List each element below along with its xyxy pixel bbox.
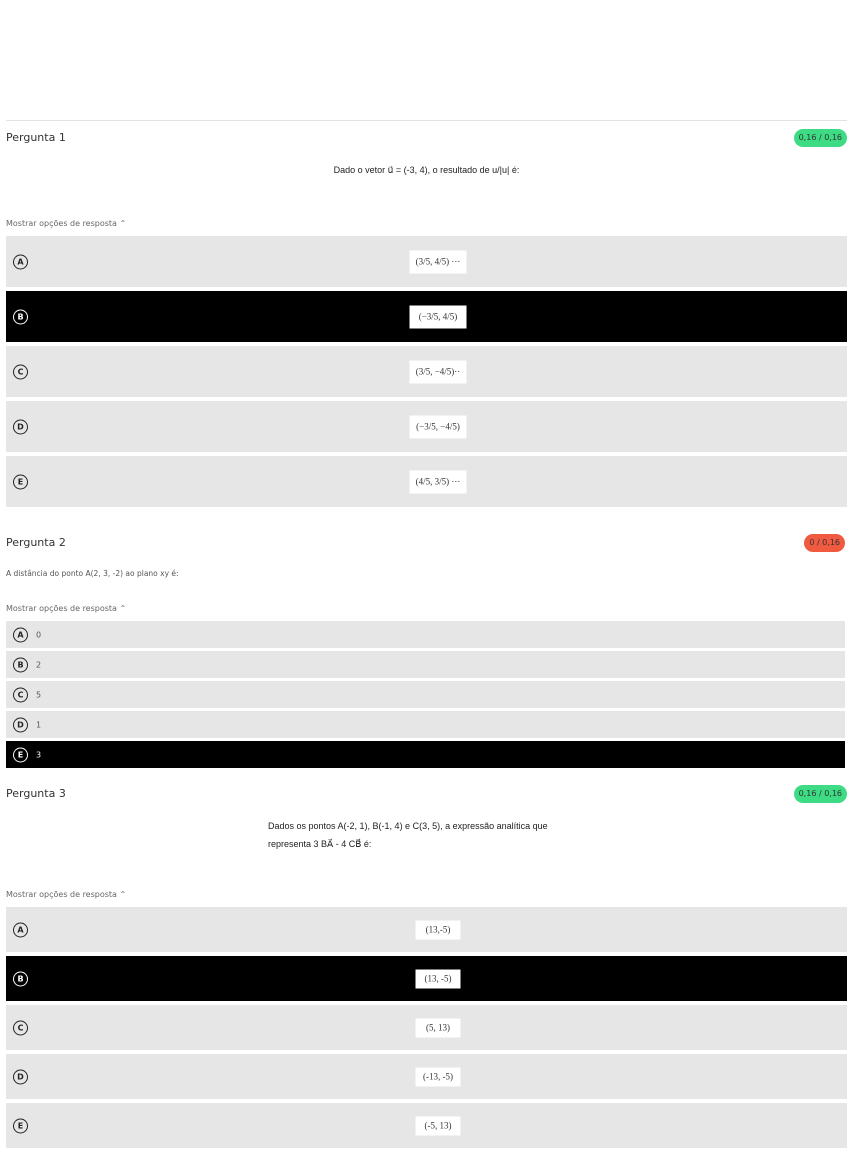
divider (6, 120, 847, 121)
show-options-toggle[interactable]: Mostrar opções de resposta ⌃ (6, 890, 127, 899)
question-text-line2: representa 3 BA⃗ - 4 CB⃗ é: (268, 839, 372, 849)
question-1: Pergunta 1 0,16 / 0,16 Dado o vetor u⃗ =… (6, 128, 847, 513)
answer-option-a[interactable]: A (3/5, 4/5) ··· (6, 236, 847, 287)
option-text: (−3/5, −4/5) (409, 415, 467, 438)
option-text: (−3/5, 4/5) (409, 305, 467, 328)
option-text: (-5, 13) (415, 1116, 461, 1135)
option-text: (13, -5) (415, 969, 461, 988)
show-options-toggle[interactable]: Mostrar opções de resposta ⌃ (6, 604, 127, 613)
show-options-toggle[interactable]: Mostrar opções de resposta ⌃ (6, 219, 127, 228)
option-text: (13,-5) (415, 920, 461, 939)
answer-option-e[interactable]: E (4/5, 3/5) ··· (6, 456, 847, 507)
question-text: Dados os pontos A(-2, 1), B(-1, 4) e C(3… (268, 821, 548, 831)
answer-options: A (13,-5) B (13, -5) C (5, 13) D (-13, -5) E (-5,… (6, 907, 847, 1152)
option-letter-badge: C (13, 687, 28, 702)
option-text: (5, 13) (415, 1018, 461, 1037)
option-text: 5 (36, 690, 42, 699)
option-text: (4/5, 3/5) ··· (409, 470, 467, 493)
answer-option-d[interactable]: D (-13, -5) (6, 1054, 847, 1099)
answer-option-c[interactable]: C (3/5, −4/5)·· (6, 346, 847, 397)
answer-option-c[interactable]: C (5, 13) (6, 1005, 847, 1050)
question-title: Pergunta 3 (6, 787, 66, 800)
option-text: (-13, -5) (415, 1067, 461, 1086)
question-title: Pergunta 2 (6, 536, 66, 549)
option-letter-badge: A (13, 627, 28, 642)
option-text: 2 (36, 660, 42, 669)
option-letter-badge: C (13, 1020, 28, 1035)
option-letter-badge: E (13, 1118, 28, 1133)
answer-option-d[interactable]: D (−3/5, −4/5) (6, 401, 847, 452)
option-letter-badge: D (13, 419, 28, 434)
option-text: 1 (36, 720, 42, 729)
option-text: 3 (36, 750, 42, 759)
score-badge: 0,16 / 0,16 (793, 129, 847, 147)
question-3: Pergunta 3 0,16 / 0,16 Dados os pontos A… (6, 784, 847, 1149)
answer-option-b[interactable]: B (13, -5) (6, 956, 847, 1001)
option-text: 0 (36, 630, 42, 639)
answer-option-e[interactable]: E (-5, 13) (6, 1103, 847, 1148)
answer-options: A (3/5, 4/5) ··· B (−3/5, 4/5) C (3/5, −4/5)·… (6, 236, 847, 511)
answer-option-b[interactable]: B (−3/5, 4/5) (6, 291, 847, 342)
option-letter-badge: A (13, 254, 28, 269)
question-text: A distância do ponto A(2, 3, -2) ao plan… (6, 569, 179, 578)
option-letter-badge: B (13, 657, 28, 672)
question-title: Pergunta 1 (6, 131, 66, 144)
option-letter-badge: A (13, 922, 28, 937)
option-letter-badge: D (13, 717, 28, 732)
score-badge: 0,16 / 0,16 (793, 785, 847, 803)
option-letter-badge: E (13, 747, 28, 762)
option-letter-badge: B (13, 971, 28, 986)
question-2: Pergunta 2 0 / 0,16 A distância do ponto… (6, 533, 847, 773)
option-text: (3/5, 4/5) ··· (409, 250, 467, 273)
option-letter-badge: B (13, 309, 28, 324)
answer-option-a[interactable]: A (13,-5) (6, 907, 847, 952)
option-letter-badge: D (13, 1069, 28, 1084)
score-badge: 0 / 0,16 (804, 534, 845, 552)
option-letter-badge: E (13, 474, 28, 489)
question-text: Dado o vetor u⃗ = (-3, 4), o resultado d… (333, 165, 520, 175)
option-letter-badge: C (13, 364, 28, 379)
option-text: (3/5, −4/5)·· (409, 360, 467, 383)
